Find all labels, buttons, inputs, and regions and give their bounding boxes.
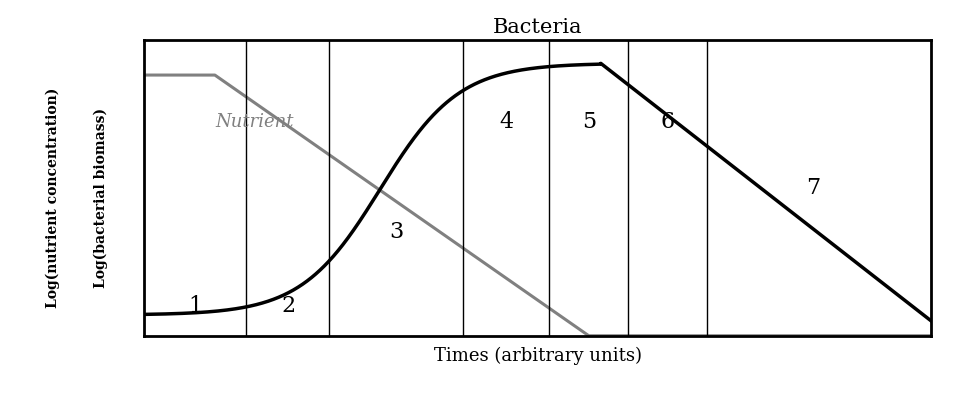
Text: 7: 7 (806, 177, 820, 199)
Text: Bacteria: Bacteria (492, 17, 583, 37)
X-axis label: Times (arbitrary units): Times (arbitrary units) (434, 347, 641, 365)
Text: Nutrient: Nutrient (215, 113, 294, 132)
Text: Log(nutrient concentration): Log(nutrient concentration) (46, 87, 60, 308)
Text: 2: 2 (281, 295, 295, 317)
Text: 6: 6 (660, 111, 675, 134)
Text: 3: 3 (389, 221, 403, 243)
Text: Log(bacterial biomass): Log(bacterial biomass) (94, 107, 108, 288)
Text: 4: 4 (499, 111, 514, 134)
Text: 1: 1 (188, 295, 203, 317)
Text: 5: 5 (582, 111, 596, 134)
